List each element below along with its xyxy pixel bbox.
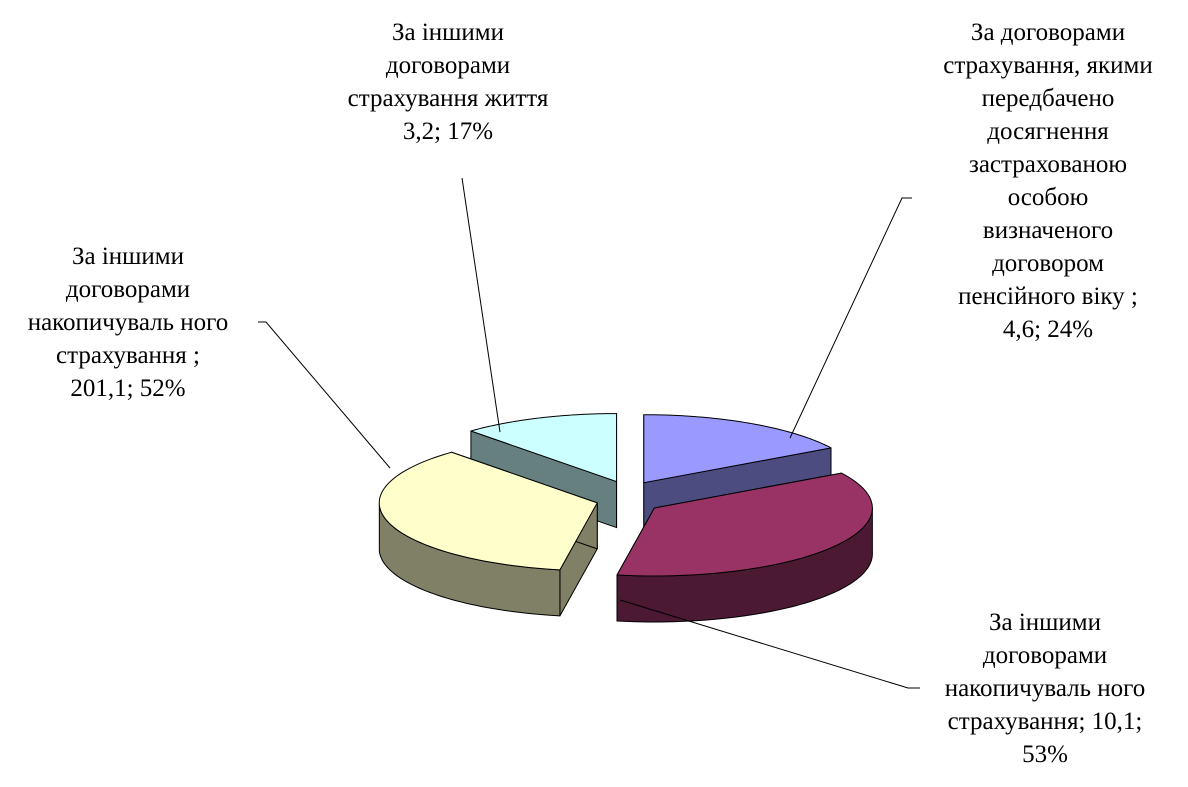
pie-slices (378, 413, 873, 623)
leader-line (789, 197, 912, 439)
slice-label-line: договорами (983, 642, 1107, 669)
slice-label-line: 201,1; 52% (70, 375, 185, 402)
leader-line (619, 599, 920, 689)
slice-label-line: договорами (386, 52, 510, 79)
slice-label: За договорами страхування, якими передбаче… (943, 19, 1153, 343)
slice-label-line: страхування; 10,1; (948, 708, 1143, 735)
slice-label-line: застрахованою (969, 151, 1127, 178)
leader-lines (258, 177, 920, 689)
pie-slice (378, 451, 598, 617)
slice-label-line: пенсійного віку ; (958, 283, 1138, 310)
slice-label-line: 3,2; 17% (403, 118, 493, 145)
slice-label-line: 53% (1022, 741, 1068, 768)
slice-label-line: особою (1008, 184, 1089, 211)
slice-label-line: передбачено (982, 85, 1115, 112)
leader-line (258, 321, 391, 469)
slice-top-face (616, 472, 873, 577)
leader-line (461, 177, 501, 433)
pie-slice (616, 472, 873, 623)
slice-label-line: 4,6; 24% (1003, 316, 1093, 343)
slice-label-line: За договорами (971, 19, 1125, 46)
slice-label-line: За іншими (989, 609, 1101, 636)
slice-top-face (470, 413, 618, 483)
slice-label-line: накопичуваль ного (945, 675, 1146, 702)
slice-label-line: За іншими (72, 243, 184, 270)
slice-label-line: визначеного (983, 217, 1113, 244)
slice-label-line: досягнення (987, 118, 1109, 145)
slice-label-line: страхування життя (348, 85, 549, 112)
slice-label: За іншими договорами накопичуваль ного стра… (945, 609, 1146, 768)
slice-top-face (378, 451, 598, 571)
slice-label-line: накопичуваль ного (28, 309, 229, 336)
slice-labels: За договорами страхування, якими передбаче… (28, 19, 1153, 768)
slice-label-line: договором (992, 250, 1104, 277)
slice-top-face (643, 414, 832, 484)
slice-label-line: договорами (66, 276, 190, 303)
slice-label-line: страхування, якими (943, 52, 1153, 79)
slice-label-line: За іншими (392, 19, 504, 46)
slice-label: За іншими договорами накопичуваль ного стра… (28, 243, 229, 402)
slice-label: За іншими договорами страхування життя 3,2;… (348, 19, 549, 145)
slice-label-line: страхування ; (56, 342, 200, 369)
